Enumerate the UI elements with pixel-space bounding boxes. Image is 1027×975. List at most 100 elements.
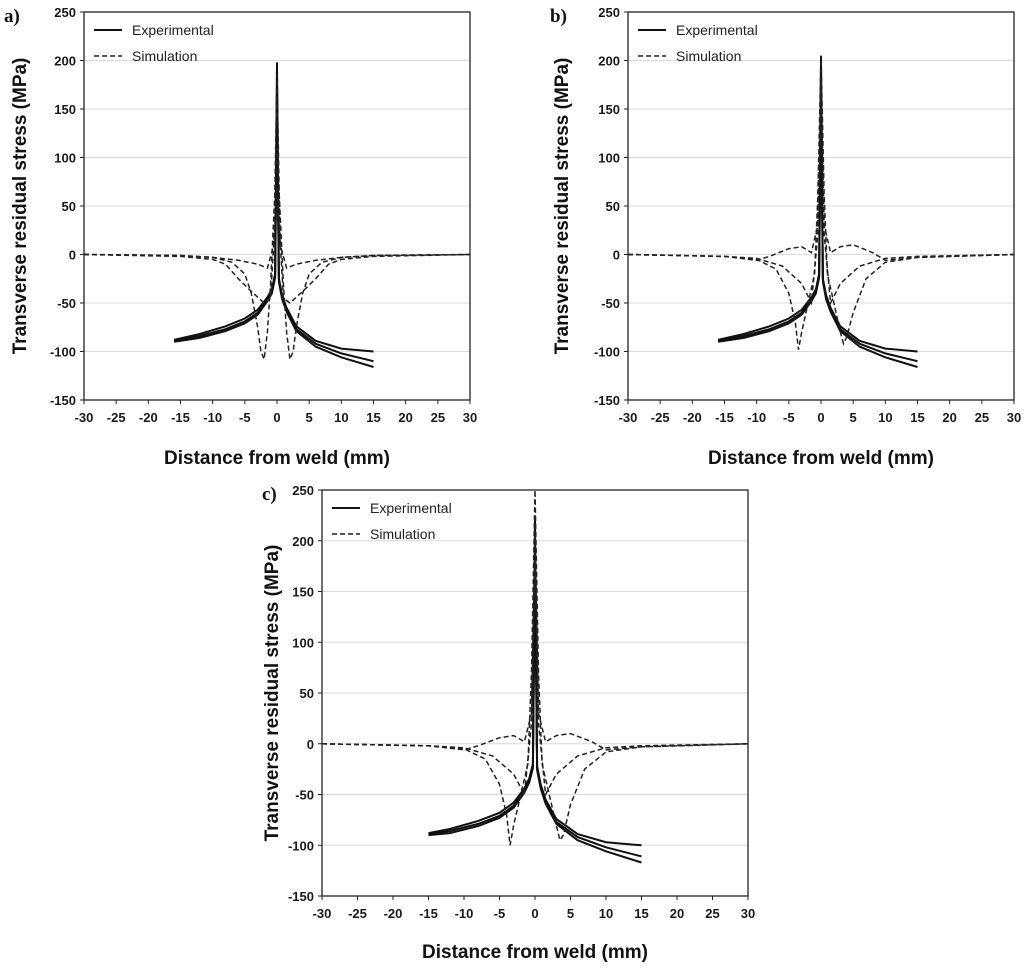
y-tick-label: -100 — [594, 345, 620, 360]
x-tick-label: 0 — [273, 410, 280, 425]
simulation-series-line — [83, 75, 471, 270]
panel-label: b) — [550, 6, 567, 27]
legend-label-experimental: Experimental — [676, 22, 758, 38]
x-tick-label: 30 — [1007, 410, 1021, 425]
x-tick-label: -20 — [384, 906, 403, 921]
y-tick-label: 150 — [598, 102, 620, 117]
x-tick-label: 10 — [599, 906, 613, 921]
x-axis-label: Distance from weld (mm) — [708, 448, 934, 469]
x-tick-label: 10 — [878, 410, 892, 425]
x-tick-label: -10 — [747, 410, 766, 425]
simulation-series-line — [83, 147, 471, 363]
legend-label-simulation: Simulation — [676, 48, 741, 64]
experimental-series-line — [173, 62, 374, 353]
y-tick-label: -150 — [288, 889, 314, 904]
x-tick-label: 5 — [850, 410, 857, 425]
y-tick-label: 250 — [292, 483, 314, 498]
y-tick-label: -50 — [601, 296, 620, 311]
experimental-series-line — [717, 55, 918, 353]
x-tick-label: -5 — [783, 410, 795, 425]
x-tick-label: -30 — [619, 410, 638, 425]
x-tick-label: 0 — [531, 906, 538, 921]
y-tick-label: 100 — [292, 635, 314, 650]
x-tick-label: 30 — [741, 906, 755, 921]
y-tick-label: 50 — [606, 199, 620, 214]
x-tick-label: -10 — [203, 410, 222, 425]
y-tick-label: -50 — [57, 296, 76, 311]
x-tick-label: 25 — [975, 410, 989, 425]
y-axis-label: Transverse residual stress (MPa) — [552, 58, 573, 355]
y-tick-label: 50 — [62, 199, 76, 214]
legend-label-simulation: Simulation — [370, 526, 435, 542]
simulation-series-line — [627, 79, 1015, 262]
experimental-series-line — [428, 560, 642, 864]
x-tick-label: -5 — [494, 906, 506, 921]
y-tick-label: 100 — [54, 151, 76, 166]
experimental-series-line — [717, 99, 918, 368]
simulation-series-line — [321, 530, 749, 751]
x-tick-label: 10 — [334, 410, 348, 425]
y-tick-label: 150 — [292, 585, 314, 600]
y-tick-label: 250 — [54, 5, 76, 20]
y-tick-label: 200 — [54, 54, 76, 69]
panel-label: a) — [4, 6, 20, 27]
legend-label-experimental: Experimental — [370, 500, 452, 516]
x-tick-label: 25 — [431, 410, 445, 425]
y-tick-label: 0 — [307, 737, 314, 752]
x-tick-label: 20 — [670, 906, 684, 921]
y-tick-label: 150 — [54, 102, 76, 117]
x-tick-label: 0 — [817, 410, 824, 425]
simulation-series-line — [83, 186, 471, 304]
x-tick-label: 30 — [463, 410, 477, 425]
x-tick-label: 15 — [634, 906, 648, 921]
y-axis-label: Transverse residual stress (MPa) — [262, 545, 283, 842]
x-tick-label: 15 — [910, 410, 924, 425]
x-tick-label: -30 — [75, 410, 94, 425]
x-tick-label: 25 — [705, 906, 719, 921]
y-tick-label: -100 — [50, 345, 76, 360]
x-tick-label: -15 — [419, 906, 438, 921]
x-tick-label: 15 — [366, 410, 380, 425]
y-tick-label: -150 — [50, 393, 76, 408]
simulation-series-line — [627, 108, 1015, 306]
simulation-series-line — [627, 55, 1015, 350]
y-tick-label: -150 — [594, 393, 620, 408]
simulation-series-line — [321, 489, 749, 846]
x-tick-label: -25 — [651, 410, 670, 425]
experimental-series-line — [173, 108, 374, 368]
y-tick-label: 200 — [598, 54, 620, 69]
legend-label-experimental: Experimental — [132, 22, 214, 38]
x-axis-label: Distance from weld (mm) — [164, 448, 390, 469]
x-tick-label: -25 — [107, 410, 126, 425]
y-tick-label: 200 — [292, 534, 314, 549]
y-tick-label: 0 — [69, 248, 76, 263]
x-tick-label: -15 — [171, 410, 190, 425]
y-tick-label: 100 — [598, 151, 620, 166]
legend-label-simulation: Simulation — [132, 48, 197, 64]
x-tick-label: -20 — [683, 410, 702, 425]
x-tick-label: 20 — [398, 410, 412, 425]
simulation-series-line — [321, 566, 749, 798]
x-tick-label: -25 — [348, 906, 367, 921]
x-tick-label: -15 — [715, 410, 734, 425]
y-tick-label: 250 — [598, 5, 620, 20]
x-tick-label: 20 — [942, 410, 956, 425]
y-tick-label: -100 — [288, 838, 314, 853]
y-tick-label: 0 — [613, 248, 620, 263]
x-tick-label: -10 — [455, 906, 474, 921]
y-tick-label: -50 — [295, 788, 314, 803]
experimental-series-line — [173, 84, 374, 363]
y-axis-label: Transverse residual stress (MPa) — [10, 58, 31, 355]
x-tick-label: -30 — [313, 906, 332, 921]
x-tick-label: -5 — [239, 410, 251, 425]
y-tick-label: 50 — [300, 686, 314, 701]
x-tick-label: 5 — [306, 410, 313, 425]
x-axis-label: Distance from weld (mm) — [422, 942, 648, 963]
x-tick-label: -20 — [139, 410, 158, 425]
x-tick-label: 5 — [567, 906, 574, 921]
panel-label: c) — [262, 484, 277, 505]
